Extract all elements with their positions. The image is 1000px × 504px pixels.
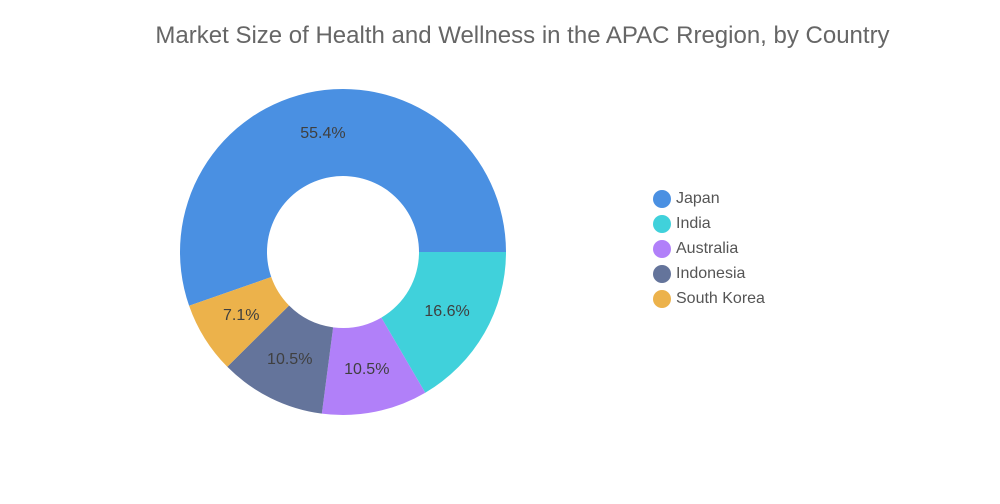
legend-swatch <box>653 289 671 308</box>
slice-label-south-korea: 7.1% <box>223 307 259 324</box>
legend-label: Indonesia <box>676 264 746 282</box>
legend-label: Australia <box>676 239 739 257</box>
legend: Japan India Australia Indonesia South Korea <box>653 186 765 311</box>
slice-japan <box>179 88 506 306</box>
legend-swatch <box>653 189 671 208</box>
legend-label: India <box>676 214 711 232</box>
legend-item-australia[interactable]: Australia <box>653 236 765 261</box>
legend-swatch <box>653 214 671 233</box>
slice-label-australia: 10.5% <box>344 361 389 378</box>
slice-label-indonesia: 10.5% <box>267 351 312 368</box>
slice-indonesia <box>227 305 334 414</box>
legend-swatch <box>653 239 671 258</box>
chart-title: Market Size of Health and Wellness in th… <box>155 22 890 49</box>
slice-labels: 55.4% 16.6% 10.5% 10.5% 7.1% <box>223 125 470 378</box>
legend-item-south-korea[interactable]: South Korea <box>653 286 765 311</box>
legend-label: Japan <box>676 189 720 207</box>
legend-swatch <box>653 264 671 283</box>
slice-australia <box>321 317 426 415</box>
slice-india <box>381 252 506 393</box>
slice-label-india: 16.6% <box>424 303 469 320</box>
slice-label-japan: 55.4% <box>300 125 345 142</box>
legend-item-japan[interactable]: Japan <box>653 186 765 211</box>
slices <box>179 88 506 415</box>
legend-item-indonesia[interactable]: Indonesia <box>653 261 765 286</box>
legend-item-india[interactable]: India <box>653 211 765 236</box>
slice-south-korea <box>189 277 290 367</box>
legend-label: South Korea <box>676 289 765 307</box>
